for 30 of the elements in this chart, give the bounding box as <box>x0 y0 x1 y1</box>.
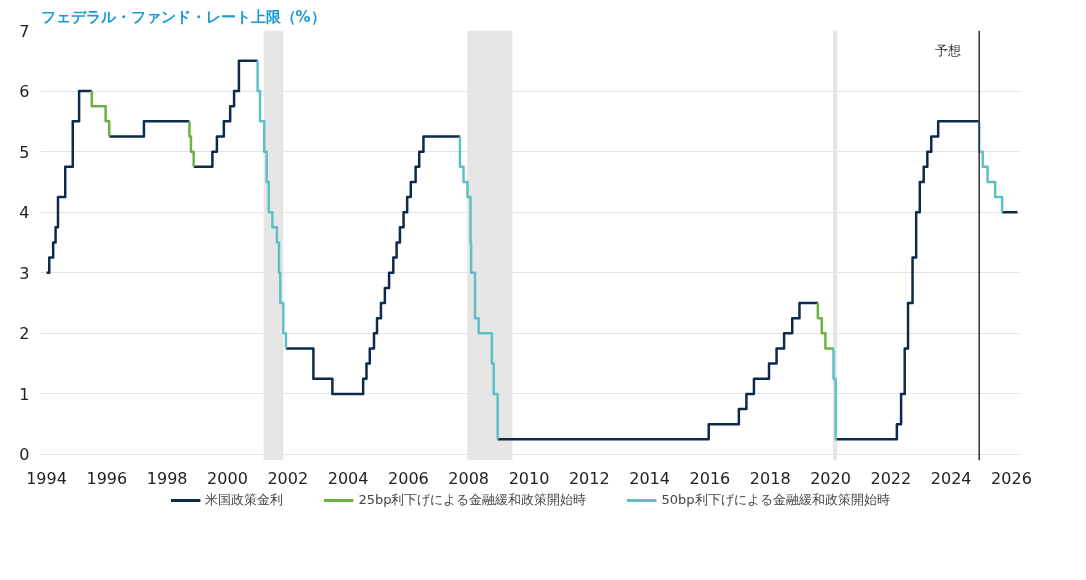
x-tick-label: 2026 <box>991 468 1032 488</box>
x-tick-label: 2006 <box>388 468 429 488</box>
x-tick-label: 2010 <box>508 468 550 488</box>
y-tick-label: 4 <box>19 203 30 223</box>
x-tick-label: 2000 <box>207 468 248 488</box>
y-tick-label: 0 <box>19 445 30 465</box>
x-tick-label: 2020 <box>810 468 851 488</box>
x-tick-label: 2022 <box>870 468 912 488</box>
legend-label: 25bp利下げによる金融緩和政策開始時 <box>358 491 587 509</box>
x-tick-label: 1994 <box>26 468 67 488</box>
x-tick-label: 1998 <box>146 468 188 488</box>
y-tick-label: 7 <box>19 21 30 41</box>
x-tick-label: 1996 <box>86 468 128 488</box>
x-tick-label: 2012 <box>568 468 610 488</box>
y-tick-label: 2 <box>19 324 30 344</box>
x-tick-label: 2004 <box>327 468 369 488</box>
y-tick-label: 3 <box>19 263 30 283</box>
x-tick-label: 2014 <box>629 468 670 488</box>
x-tick-label: 2016 <box>689 468 731 488</box>
ref-line-label: 予想 <box>935 42 962 58</box>
x-tick-label: 2002 <box>267 468 309 488</box>
x-tick-label: 2008 <box>448 468 490 488</box>
legend-label: 米国政策金利 <box>205 491 284 509</box>
y-tick-label: 1 <box>19 384 30 404</box>
y-tick-label: 5 <box>19 142 30 162</box>
legend-label: 50bp利下げによる金融緩和政策開始時 <box>661 491 890 509</box>
y-tick-label: 6 <box>19 82 30 102</box>
x-tick-label: 2024 <box>930 468 972 488</box>
chart-title: フェデラル・ファンド・レート上限（%） <box>40 7 326 26</box>
x-tick-label: 2018 <box>749 468 791 488</box>
